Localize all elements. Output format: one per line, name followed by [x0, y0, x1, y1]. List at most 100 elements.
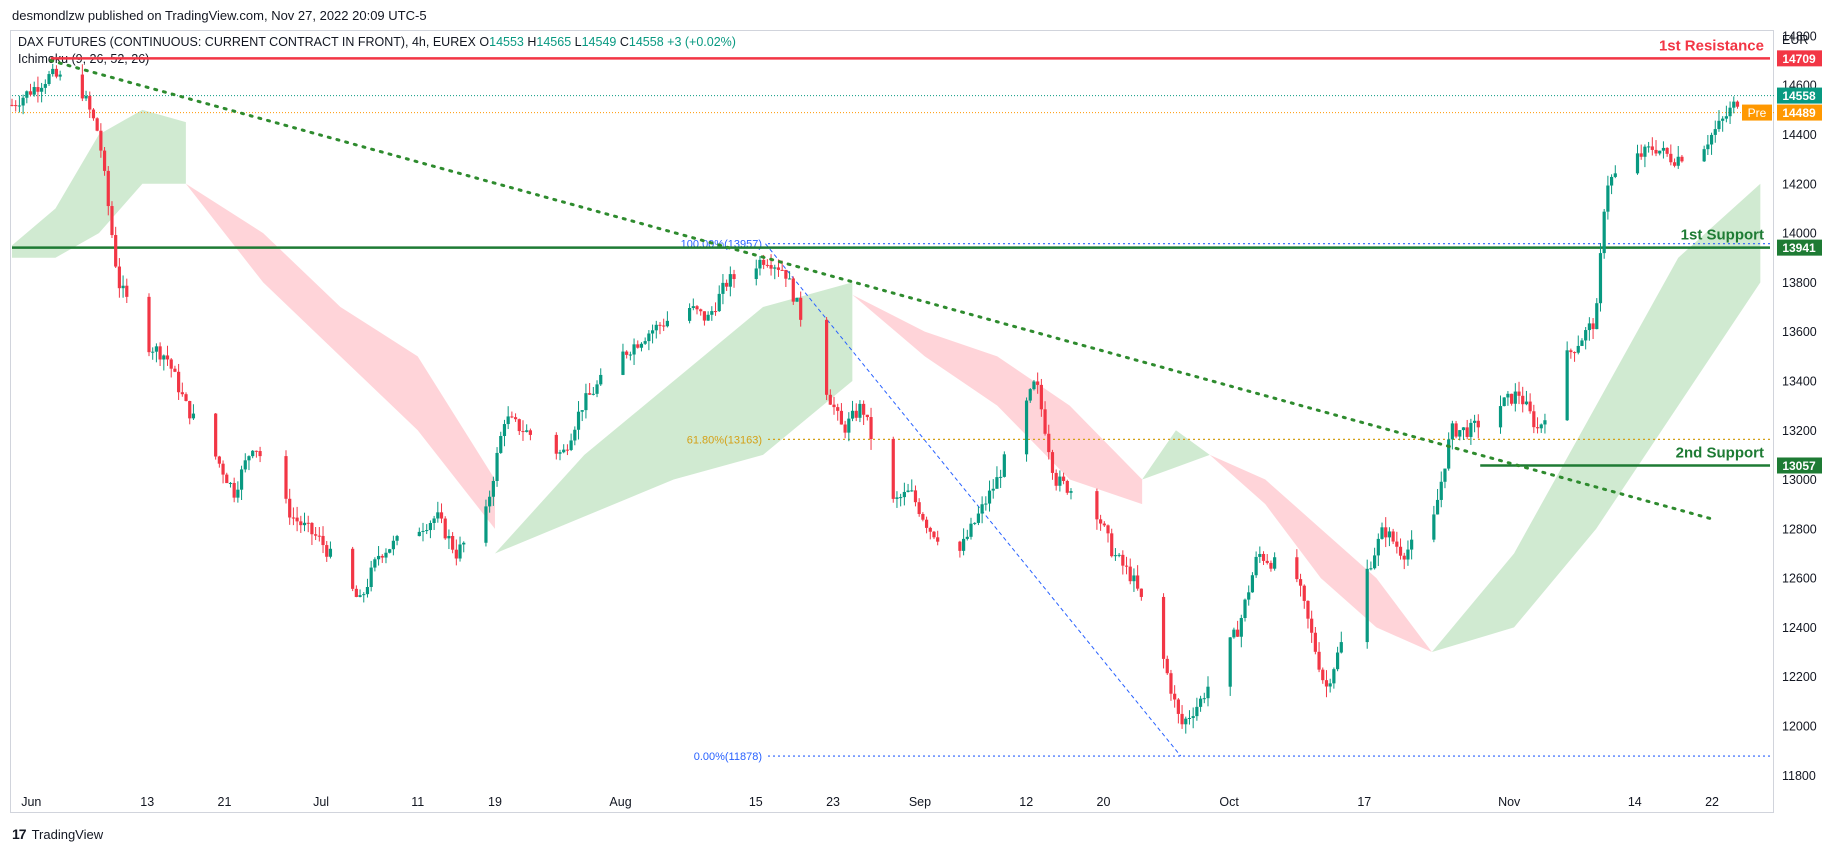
candle-body-265	[1380, 527, 1384, 539]
candle-body-94	[491, 480, 495, 497]
cloud-segment-1	[185, 183, 495, 529]
candle-body-46	[236, 489, 240, 498]
tradingview-brand[interactable]: 17 TradingView	[12, 826, 103, 842]
candle-body-91	[462, 542, 466, 545]
candle-body-320	[1658, 150, 1662, 154]
candle-body-32	[165, 355, 170, 360]
candle-body-15	[84, 95, 88, 99]
candle-body-69	[362, 594, 366, 596]
candle-body-3	[21, 97, 25, 106]
last-price-box	[1777, 87, 1822, 104]
candle-body-17	[91, 109, 96, 119]
candle-body-59	[306, 522, 310, 524]
candle-body-179	[924, 519, 929, 528]
candle-body-288	[1502, 397, 1506, 407]
candle-body-264	[1376, 538, 1380, 556]
candle-body-100	[513, 417, 518, 420]
trendline	[49, 59, 1714, 521]
x-tick-15: 14	[1628, 795, 1642, 809]
candle-body-324	[1672, 162, 1677, 166]
candle-body-30	[158, 346, 162, 360]
candle-body-51	[254, 450, 258, 452]
candle-body-84	[436, 512, 440, 519]
candle-body-267	[1387, 531, 1392, 538]
candle-body-4	[25, 91, 29, 98]
candle-body-208	[1069, 491, 1073, 493]
candle-body-189	[980, 504, 984, 514]
candle-body-228	[1184, 718, 1188, 725]
candle-body-137	[710, 311, 714, 315]
x-tick-4: 11	[411, 795, 424, 809]
y-tick-6: 13600	[1782, 325, 1817, 339]
candle-body-65	[328, 548, 333, 557]
candle-body-110	[573, 429, 577, 441]
x-tick-12: Oct	[1219, 795, 1239, 809]
candle-body-151	[780, 269, 784, 271]
candle-body-167	[862, 403, 866, 415]
candle-body-317	[1647, 146, 1651, 148]
candle-body-57	[299, 521, 303, 526]
candle-body-28	[151, 351, 155, 353]
candle-body-153	[787, 278, 792, 280]
candle-body-127	[654, 324, 658, 331]
candle-body-181	[932, 531, 936, 538]
candle-body-284	[1469, 422, 1473, 437]
tradingview-logo-icon: 17	[12, 826, 27, 842]
candle-body-233	[1202, 698, 1206, 700]
candle-body-124	[643, 341, 647, 344]
candle-body-119	[625, 351, 629, 355]
candle-body-273	[1410, 539, 1414, 550]
candle-body-280	[1454, 423, 1458, 437]
candle-body-168	[865, 414, 869, 418]
last-price-label: 14558	[1782, 89, 1816, 103]
published-by: desmondlzw published on TradingView.com,…	[12, 8, 427, 23]
currency-label: EUR	[1782, 33, 1808, 47]
candle-body-139	[717, 293, 721, 312]
candle-body-310	[1602, 211, 1606, 254]
candle-body-249	[1298, 579, 1303, 586]
candle-body-35	[177, 371, 181, 393]
candle-body-299	[1543, 420, 1547, 425]
chart-pane[interactable]	[10, 30, 1774, 813]
candle-body-190	[984, 503, 988, 505]
candle-body-215	[1117, 554, 1121, 556]
candle-body-294	[1524, 401, 1529, 405]
y-tick-7: 13400	[1782, 374, 1817, 388]
candle-body-82	[428, 523, 433, 531]
candle-body-243	[1258, 553, 1262, 557]
candle-body-149	[773, 267, 777, 269]
candle-body-128	[658, 324, 662, 326]
level-price-box-2	[1777, 457, 1822, 474]
x-tick-9: Sep	[909, 795, 931, 809]
candle-body-96	[499, 436, 503, 453]
candle-body-221	[1139, 588, 1143, 597]
candle-body-223	[1165, 658, 1169, 674]
fib-level-label-2: 0.00%(11878)	[694, 751, 762, 763]
candle-body-306	[1587, 323, 1591, 331]
pre-market-box	[1777, 104, 1822, 121]
candle-body-163	[847, 418, 851, 433]
candle-body-113	[584, 393, 588, 411]
candle-body-210	[1099, 519, 1103, 524]
candle-body-146	[762, 259, 766, 265]
close-value: 14558	[628, 35, 664, 49]
y-tick-10: 12800	[1782, 522, 1817, 536]
candle-body-136	[706, 314, 710, 321]
y-tick-8: 13200	[1782, 424, 1817, 438]
candle-body-122	[636, 344, 640, 348]
candle-body-238	[1239, 617, 1243, 637]
x-tick-1: 13	[140, 795, 154, 809]
brand-name: TradingView	[31, 826, 104, 842]
candle-body-148	[769, 265, 773, 269]
cloud-segment-4	[1142, 430, 1210, 480]
candle-body-183	[958, 541, 962, 551]
candle-body-278	[1447, 439, 1451, 469]
candle-body-308	[1595, 303, 1599, 330]
candle-body-56	[295, 517, 299, 522]
candle-body-241	[1250, 575, 1255, 593]
candle-body-255	[1321, 669, 1325, 681]
candle-body-144	[754, 268, 758, 280]
candle-body-161	[839, 410, 844, 425]
candle-body-173	[902, 491, 906, 498]
